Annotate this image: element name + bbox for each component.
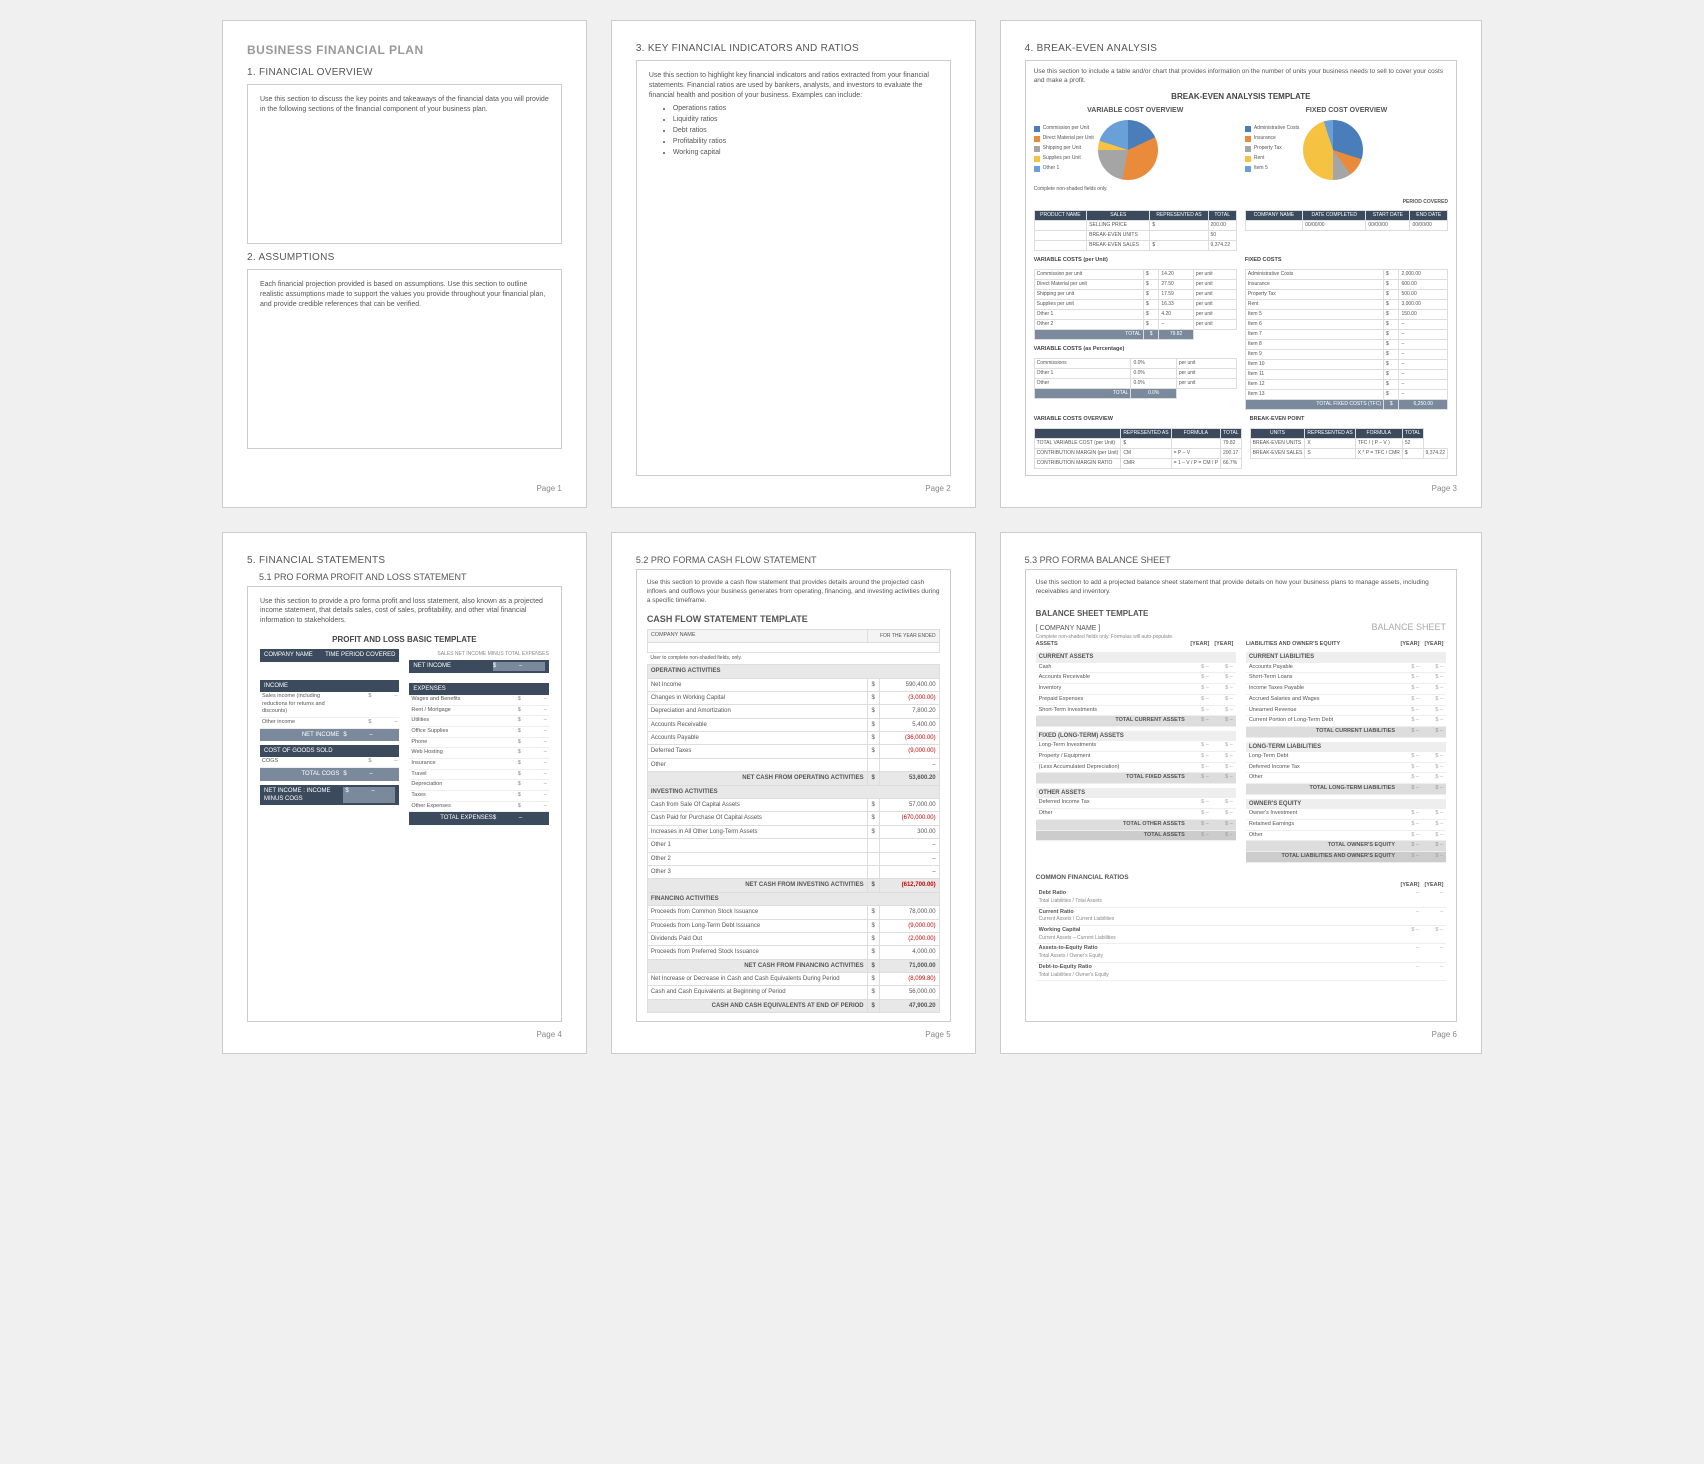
section-heading: 3. KEY FINANCIAL INDICATORS AND RATIOS bbox=[636, 43, 951, 54]
content-box: Use this section to provide a cash flow … bbox=[636, 569, 951, 1023]
content-box: Use this section to highlight key financ… bbox=[636, 60, 951, 476]
content-box: Use this section to discuss the key poin… bbox=[247, 84, 562, 244]
balance-sheet-columns: ASSETS[YEAR][YEAR]CURRENT ASSETSCash$ –$… bbox=[1036, 641, 1446, 863]
section-heading: 2. ASSUMPTIONS bbox=[247, 252, 562, 263]
content-box: Each financial projection provided is ba… bbox=[247, 269, 562, 449]
page-5: 5.2 PRO FORMA CASH FLOW STATEMENT Use th… bbox=[611, 532, 976, 1055]
legend-item: Commission per Unit bbox=[1034, 125, 1094, 132]
product-table: PRODUCT NAMESALESREPRESENTED ASTOTALSELL… bbox=[1034, 210, 1237, 251]
ratios-title: COMMON FINANCIAL RATIOS bbox=[1036, 873, 1446, 882]
bullet-item: Debt ratios bbox=[673, 126, 938, 136]
page-footer: Page 3 bbox=[1025, 476, 1457, 493]
template-title: PROFIT AND LOSS BASIC TEMPLATE bbox=[260, 634, 549, 645]
company-name: [ COMPANY NAME ] bbox=[1036, 624, 1372, 634]
section-text: Use this section to add a projected bala… bbox=[1036, 578, 1446, 596]
legend-item: Item 5 bbox=[1245, 165, 1300, 172]
page-3: 4. BREAK-EVEN ANALYSIS Use this section … bbox=[1000, 20, 1482, 508]
subhead: VARIABLE COSTS (as Percentage) bbox=[1034, 346, 1237, 354]
pages-grid: BUSINESS FINANCIAL PLAN 1. FINANCIAL OVE… bbox=[222, 20, 1482, 1054]
sub-heading: 5.1 PRO FORMA PROFIT AND LOSS STATEMENT bbox=[259, 572, 562, 582]
legend-item: Other 1 bbox=[1034, 165, 1094, 172]
pct-table: Commissions0.0%per unitOther 10.0%per un… bbox=[1034, 358, 1237, 399]
page-footer: Page 4 bbox=[247, 1022, 562, 1039]
variable-costs-table: Commission per unit$14.20per unitDirect … bbox=[1034, 269, 1237, 340]
break-even-table: UNITSREPRESENTED ASFORMULATOTALBREAK-EVE… bbox=[1250, 428, 1448, 459]
subhead: BREAK-EVEN POINT bbox=[1250, 416, 1448, 424]
legend: Commission per Unit Direct Material per U… bbox=[1034, 125, 1094, 175]
doc-title: BUSINESS FINANCIAL PLAN bbox=[247, 43, 562, 57]
content-box: Use this section to add a projected bala… bbox=[1025, 569, 1457, 1023]
page-1: BUSINESS FINANCIAL PLAN 1. FINANCIAL OVE… bbox=[222, 20, 587, 508]
page-footer: Page 6 bbox=[1025, 1022, 1457, 1039]
section-text: Use this section to include a table and/… bbox=[1034, 67, 1448, 85]
pie-chart bbox=[1098, 120, 1158, 180]
chart-title: VARIABLE COST OVERVIEW bbox=[1034, 106, 1237, 116]
template-title: BALANCE SHEET TEMPLATE bbox=[1036, 608, 1446, 619]
legend-item: Rent bbox=[1245, 155, 1300, 162]
bullet-item: Profitability ratios bbox=[673, 137, 938, 147]
legend-item: Administrative Costs bbox=[1245, 125, 1300, 132]
pie-chart bbox=[1303, 120, 1363, 180]
template-title: CASH FLOW STATEMENT TEMPLATE bbox=[647, 613, 940, 626]
company-table: COMPANY NAMEDATE COMPLETEDSTART DATEEND … bbox=[1245, 210, 1448, 231]
bullet-item: Liquidity ratios bbox=[673, 115, 938, 125]
subhead: VARIABLE COSTS (per Unit) bbox=[1034, 257, 1237, 265]
page-footer: Page 2 bbox=[636, 476, 951, 493]
section-text: Use this section to provide a pro forma … bbox=[260, 597, 549, 626]
overview-table: REPRESENTED ASFORMULATOTALTOTAL VARIABLE… bbox=[1034, 428, 1242, 469]
sub-heading: 5.3 PRO FORMA BALANCE SHEET bbox=[1025, 555, 1457, 565]
section-text: Use this section to highlight key financ… bbox=[649, 72, 929, 99]
cash-flow-table: COMPANY NAMEFOR THE YEAR ENDEDUser to co… bbox=[647, 629, 940, 1013]
period-label: PERIOD COVERED bbox=[1034, 199, 1448, 206]
section-heading: 1. FINANCIAL OVERVIEW bbox=[247, 67, 562, 78]
pie-charts-row: VARIABLE COST OVERVIEW Commission per Un… bbox=[1034, 106, 1448, 180]
page-2: 3. KEY FINANCIAL INDICATORS AND RATIOS U… bbox=[611, 20, 976, 508]
section-text: Each financial projection provided is ba… bbox=[260, 281, 545, 308]
chart-title: FIXED COST OVERVIEW bbox=[1245, 106, 1448, 116]
page-6: 5.3 PRO FORMA BALANCE SHEET Use this sec… bbox=[1000, 532, 1482, 1055]
pl-columns: COMPANY NAMETIME PERIOD COVEREDINCOMESal… bbox=[260, 649, 549, 825]
legend-item: Insurance bbox=[1245, 135, 1300, 142]
legend: Administrative Costs Insurance Property Ta… bbox=[1245, 125, 1300, 175]
sub-heading: 5.2 PRO FORMA CASH FLOW STATEMENT bbox=[636, 555, 951, 565]
legend-item: Property Tax bbox=[1245, 145, 1300, 152]
content-box: Use this section to provide a pro forma … bbox=[247, 586, 562, 1023]
note: Complete non-shaded fields only. Formula… bbox=[1036, 634, 1446, 641]
legend-item: Shipping per Unit bbox=[1034, 145, 1094, 152]
fixed-costs-table: Administrative Costs$2,000.00Insurance$6… bbox=[1245, 269, 1448, 410]
section-text: Use this section to discuss the key poin… bbox=[260, 96, 549, 113]
balance-sheet-label: BALANCE SHEET bbox=[1371, 621, 1446, 634]
page-footer: Page 1 bbox=[247, 476, 562, 493]
subhead: FIXED COSTS bbox=[1245, 257, 1448, 265]
legend-item: Supplies per Unit bbox=[1034, 155, 1094, 162]
subhead: VARIABLE COSTS OVERVIEW bbox=[1034, 416, 1242, 424]
bullet-item: Operations ratios bbox=[673, 104, 938, 114]
bullet-list: Operations ratiosLiquidity ratiosDebt ra… bbox=[673, 104, 938, 157]
section-text: Use this section to provide a cash flow … bbox=[647, 578, 940, 605]
page-footer: Page 5 bbox=[636, 1022, 951, 1039]
bullet-item: Working capital bbox=[673, 148, 938, 158]
section-heading: 5. FINANCIAL STATEMENTS bbox=[247, 555, 562, 566]
legend-item: Direct Material per Unit bbox=[1034, 135, 1094, 142]
template-title: BREAK-EVEN ANALYSIS TEMPLATE bbox=[1034, 91, 1448, 102]
section-heading: 4. BREAK-EVEN ANALYSIS bbox=[1025, 43, 1457, 54]
note: Complete non-shaded fields only. bbox=[1034, 186, 1448, 193]
content-box: Use this section to include a table and/… bbox=[1025, 60, 1457, 476]
ratios-list: [YEAR][YEAR]Debt RatioTotal Liabilities … bbox=[1036, 882, 1446, 982]
page-4: 5. FINANCIAL STATEMENTS 5.1 PRO FORMA PR… bbox=[222, 532, 587, 1055]
